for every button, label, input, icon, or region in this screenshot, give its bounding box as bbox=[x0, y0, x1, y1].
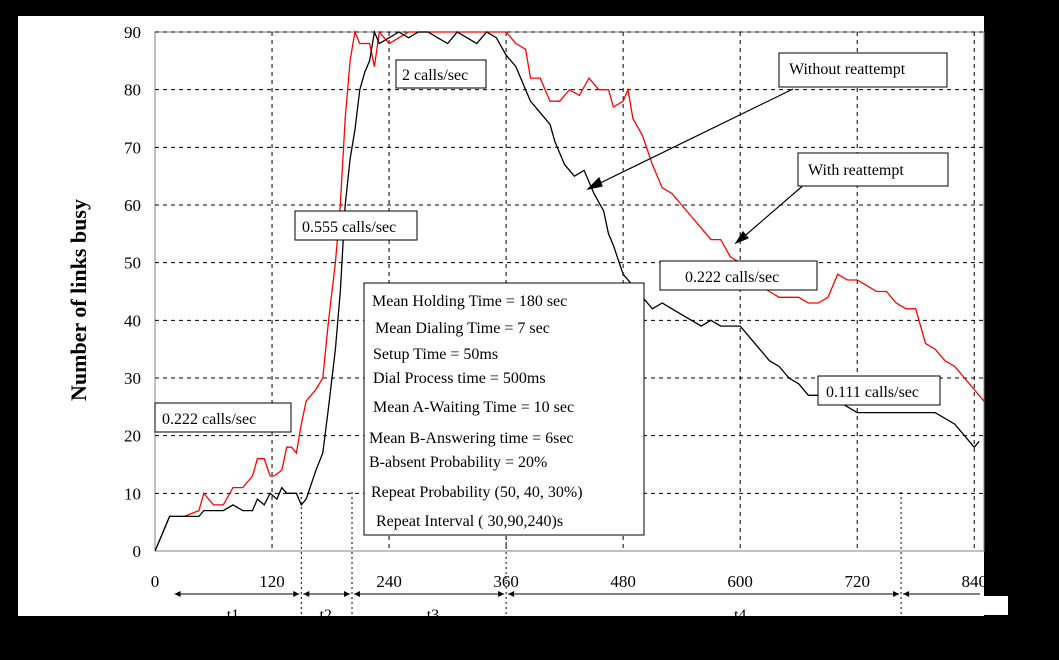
rate-label-t5: 0.111 calls/sec bbox=[817, 375, 941, 406]
param-setup-time: Setup Time = 50ms bbox=[373, 346, 498, 363]
period-arrowhead-left bbox=[508, 591, 515, 597]
period-arrowhead-left bbox=[903, 591, 910, 597]
x-tick-label: 0 bbox=[151, 572, 160, 591]
param-holding-time: Mean Holding Time = 180 sec bbox=[372, 293, 567, 310]
x-tick-label: 360 bbox=[493, 572, 519, 591]
y-tick-label: 20 bbox=[124, 427, 141, 446]
period-arrowhead-right bbox=[293, 591, 300, 597]
y-tick-label: 60 bbox=[124, 196, 141, 215]
rate-label-t5-text: 0.111 calls/sec bbox=[826, 384, 919, 401]
y-tick-label: 50 bbox=[124, 254, 141, 273]
x-tick-label: 240 bbox=[376, 572, 402, 591]
period-arrowhead-right bbox=[344, 591, 351, 597]
period-label: t2 bbox=[319, 607, 331, 624]
y-tick-label: 70 bbox=[124, 138, 141, 157]
param-b-answering-time: Mean B-Answering time = 6sec bbox=[369, 430, 574, 447]
period-arrowhead-left bbox=[303, 591, 310, 597]
period-label: t4 bbox=[734, 607, 746, 624]
x-tick-label: 840 bbox=[961, 572, 987, 591]
parameter-box: Mean Holding Time = 180 sec Mean Dialing… bbox=[363, 282, 645, 536]
period-label: t1 bbox=[227, 607, 239, 624]
arrow-with-reattempt bbox=[739, 182, 807, 241]
arrow-without-reattempt bbox=[591, 88, 794, 188]
param-a-waiting-time: Mean A-Waiting Time = 10 sec bbox=[373, 399, 574, 416]
arrowhead-with-reattempt bbox=[734, 230, 749, 245]
rate-label-t3-text: 2 calls/sec bbox=[402, 67, 468, 84]
period-arrowhead-left bbox=[174, 591, 181, 597]
callout-arrows bbox=[586, 88, 807, 245]
rate-label-t2-text: 0.555 calls/sec bbox=[302, 219, 396, 236]
y-tick-label: 10 bbox=[124, 484, 141, 503]
x-tick-label: 720 bbox=[844, 572, 870, 591]
y-tick-label: 80 bbox=[124, 81, 141, 100]
callout-with-reattempt-text: With reattempt bbox=[808, 162, 904, 179]
rate-label-t4: 0.222 calls/sec bbox=[659, 260, 818, 291]
grid bbox=[155, 31, 984, 551]
y-axis-ticks: 0 10 20 30 40 50 60 70 80 90 bbox=[124, 23, 141, 561]
t5-label-box bbox=[958, 596, 1008, 615]
callout-without-reattempt-text: Without reattempt bbox=[789, 61, 906, 78]
rate-label-t2: 0.555 calls/sec bbox=[294, 210, 418, 241]
series-line-with-reattempt bbox=[155, 30, 984, 552]
callout-with-reattempt: With reattempt bbox=[797, 152, 949, 187]
x-tick-label: 600 bbox=[727, 572, 753, 591]
x-tick-label: 120 bbox=[259, 572, 285, 591]
param-repeat-probability: Repeat Probability (50, 40, 30%) bbox=[371, 484, 583, 501]
x-axis-label: Time (sec) bbox=[507, 619, 599, 643]
callout-without-reattempt: Without reattempt bbox=[778, 52, 948, 88]
rate-label-t3: 2 calls/sec bbox=[395, 59, 487, 89]
param-repeat-interval: Repeat Interval ( 30,90,240)s bbox=[376, 513, 563, 530]
y-tick-label: 90 bbox=[124, 23, 141, 42]
y-tick-label: 40 bbox=[124, 311, 141, 330]
period-arrowhead-left bbox=[354, 591, 361, 597]
rate-label-t4-text: 0.222 calls/sec bbox=[685, 269, 779, 286]
param-b-absent-probability: B-absent Probability = 20% bbox=[369, 454, 547, 471]
param-dial-process-time: Dial Process time = 500ms bbox=[373, 370, 546, 387]
x-axis-ticks: 0 120 240 360 480 600 720 840 bbox=[151, 572, 987, 591]
y-tick-label: 0 bbox=[133, 542, 142, 561]
period-arrowhead-right bbox=[893, 591, 900, 597]
rate-label-t1-text: 0.222 calls/sec bbox=[162, 411, 256, 428]
y-axis-label: Number of links busy bbox=[66, 199, 91, 401]
param-dialing-time: Mean Dialing Time = 7 sec bbox=[375, 320, 550, 337]
period-arrowhead-right bbox=[498, 591, 505, 597]
period-markers: t1t2t3t4t5 bbox=[174, 492, 990, 632]
x-tick-label: 480 bbox=[610, 572, 636, 591]
period-label: t3 bbox=[427, 607, 439, 624]
y-tick-label: 30 bbox=[124, 369, 141, 388]
rate-label-t1: 0.222 calls/sec bbox=[154, 402, 292, 433]
arrowhead-without-reattempt bbox=[586, 176, 603, 191]
